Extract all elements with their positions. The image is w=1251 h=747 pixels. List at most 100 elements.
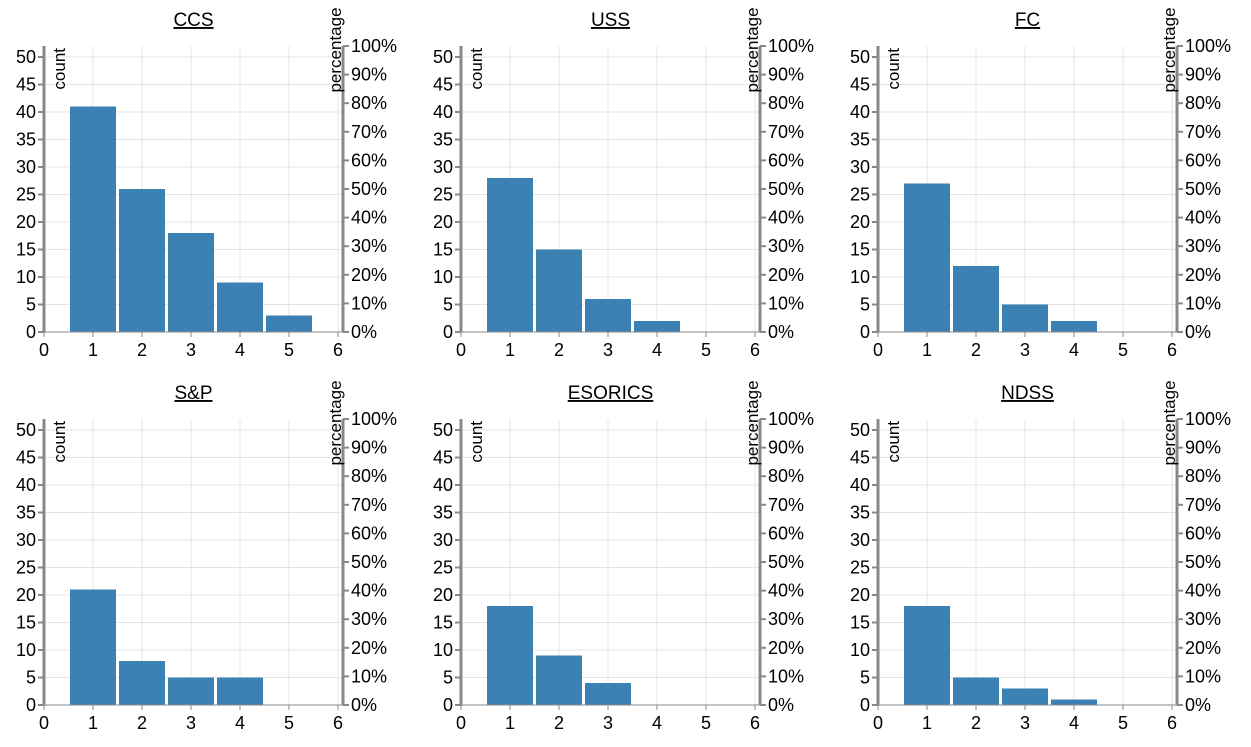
y-tick-label: 5 — [860, 295, 870, 315]
bar — [1002, 688, 1048, 705]
bar — [168, 677, 214, 705]
y2-tick-label: 90% — [1185, 438, 1221, 458]
y-tick-label: 50 — [16, 420, 36, 440]
x-tick-label: 6 — [333, 340, 343, 360]
y2-axis-title: percentage — [326, 7, 345, 92]
bar — [119, 661, 165, 705]
x-tick-label: 0 — [873, 340, 883, 360]
x-tick-label: 6 — [750, 340, 760, 360]
chart-title: ESORICS — [568, 383, 654, 404]
y2-tick-label: 60% — [768, 523, 804, 543]
y2-tick-label: 10% — [351, 666, 387, 686]
y2-tick-label: 0% — [768, 695, 794, 715]
x-tick-label: 5 — [1118, 340, 1128, 360]
y2-axis-title: percentage — [743, 380, 762, 465]
y-tick-label: 0 — [26, 322, 36, 342]
x-tick-label: 5 — [701, 713, 711, 733]
y-tick-label: 20 — [433, 212, 453, 232]
y-tick-label: 30 — [433, 157, 453, 177]
x-tick-label: 3 — [603, 340, 613, 360]
y2-tick-label: 70% — [351, 122, 387, 142]
bar — [536, 249, 582, 332]
y2-tick-label: 30% — [1185, 236, 1221, 256]
bar — [1051, 699, 1097, 705]
y-tick-label: 25 — [16, 558, 36, 578]
y-tick-label: 15 — [850, 613, 870, 633]
x-tick-label: 2 — [554, 713, 564, 733]
y2-tick-label: 0% — [1185, 695, 1211, 715]
y-tick-label: 40 — [433, 475, 453, 495]
x-tick-label: 3 — [186, 713, 196, 733]
y-tick-label: 35 — [16, 130, 36, 150]
y-tick-label: 10 — [850, 267, 870, 287]
y-tick-label: 40 — [16, 475, 36, 495]
chart-title: S&P — [174, 383, 212, 404]
x-tick-label: 6 — [333, 713, 343, 733]
y-tick-label: 45 — [850, 448, 870, 468]
chart-svg: 051015202530354045500%10%20%30%40%50%60%… — [850, 7, 1231, 360]
y-tick-label: 10 — [16, 640, 36, 660]
y-tick-label: 0 — [860, 322, 870, 342]
bar — [119, 189, 165, 332]
y-tick-label: 5 — [443, 668, 453, 688]
bar — [585, 683, 631, 705]
y-tick-label: 5 — [443, 295, 453, 315]
y2-tick-label: 60% — [351, 150, 387, 170]
chart-panel: 0 5 10 15 20 25 30 35 40 45 50 0% 10% 20% 30% 40% 50% 60%… — [0, 0, 417, 373]
y2-tick-label: 20% — [351, 638, 387, 658]
y-tick-label: 15 — [433, 240, 453, 260]
y-tick-label: 10 — [433, 640, 453, 660]
x-tick-label: 2 — [971, 713, 981, 733]
chart-panel: 0 5 10 15 20 25 30 35 40 45 50 0% 10% 20% 30% 40% 50% 60%… — [417, 0, 834, 373]
y2-tick-label: 90% — [1185, 65, 1221, 85]
bar — [217, 677, 263, 705]
bar — [487, 606, 533, 705]
y2-tick-label: 10% — [351, 293, 387, 313]
x-tick-label: 2 — [971, 340, 981, 360]
bar — [1051, 321, 1097, 332]
y2-tick-label: 40% — [351, 581, 387, 601]
y-tick-label: 10 — [433, 267, 453, 287]
x-tick-label: 6 — [1167, 340, 1177, 360]
y2-tick-label: 80% — [768, 93, 804, 113]
bar — [70, 106, 116, 332]
y-tick-label: 50 — [433, 420, 453, 440]
y-tick-label: 15 — [850, 240, 870, 260]
y-tick-label: 30 — [433, 530, 453, 550]
y2-tick-label: 40% — [1185, 208, 1221, 228]
y2-tick-label: 30% — [351, 236, 387, 256]
x-tick-label: 6 — [1167, 713, 1177, 733]
y-tick-label: 45 — [433, 75, 453, 95]
chart-svg: 051015202530354045500%10%20%30%40%50%60%… — [850, 380, 1231, 733]
y-tick-label: 40 — [433, 102, 453, 122]
y-tick-label: 25 — [433, 185, 453, 205]
y-tick-label: 20 — [16, 585, 36, 605]
y2-tick-label: 90% — [768, 438, 804, 458]
bar — [634, 321, 680, 332]
y2-tick-label: 40% — [768, 581, 804, 601]
y2-tick-label: 0% — [351, 322, 377, 342]
x-tick-label: 5 — [284, 713, 294, 733]
y2-tick-label: 10% — [768, 293, 804, 313]
y2-tick-label: 50% — [768, 179, 804, 199]
y-tick-label: 25 — [16, 185, 36, 205]
y2-tick-label: 70% — [351, 495, 387, 515]
y-axis-title: count — [50, 48, 69, 90]
y-tick-label: 25 — [433, 558, 453, 578]
bar — [904, 183, 950, 332]
y-tick-label: 5 — [26, 668, 36, 688]
bar — [266, 315, 312, 332]
x-tick-label: 5 — [284, 340, 294, 360]
x-tick-label: 0 — [456, 713, 466, 733]
bar — [585, 299, 631, 332]
y-tick-label: 25 — [850, 185, 870, 205]
x-tick-label: 4 — [652, 713, 662, 733]
y2-tick-label: 100% — [1185, 409, 1231, 429]
y-tick-label: 35 — [433, 503, 453, 523]
y-tick-label: 15 — [16, 240, 36, 260]
x-tick-label: 0 — [39, 713, 49, 733]
y-tick-label: 45 — [433, 448, 453, 468]
bar — [953, 677, 999, 705]
y2-tick-label: 20% — [768, 638, 804, 658]
y-tick-label: 40 — [850, 475, 870, 495]
